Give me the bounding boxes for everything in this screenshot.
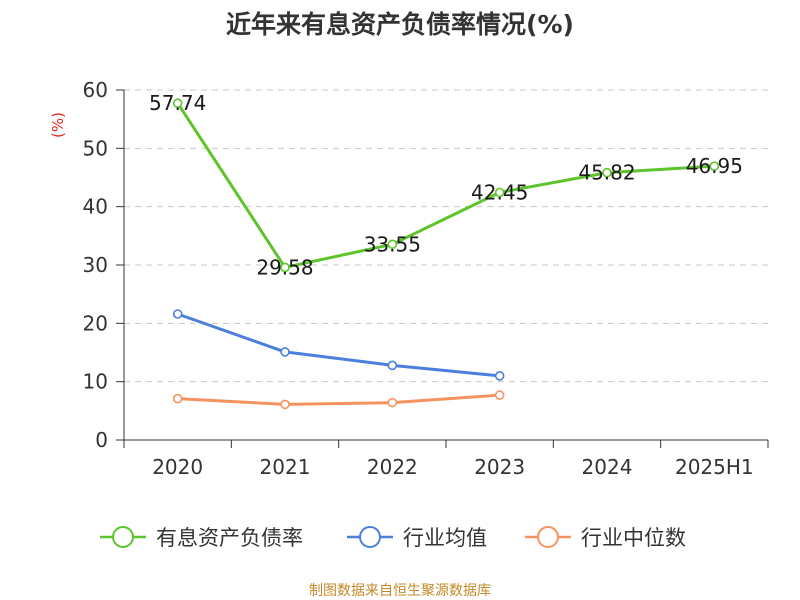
data-point [172,98,183,108]
x-tick-label: 2020 [152,455,203,479]
data-label: 45.82 [578,161,635,185]
y-tick-label: 30 [83,253,108,277]
legend-item-3: 行业中位数 [525,526,686,550]
data-point [387,360,398,371]
data-point [494,390,505,400]
series-line-2 [177,312,500,378]
data-label: 42.45 [471,180,528,204]
data-point [387,239,398,250]
legend-label: 行业均值 [403,526,487,550]
data-point [494,371,505,381]
series-line-3 [177,393,500,406]
chart-title: 近年来有息资产负债率情况(%) [226,10,574,39]
source-note: 制图数据来自恒生聚源数据库 [309,583,491,599]
y-tick-label: 10 [83,370,108,394]
y-tick-label: 20 [83,311,108,335]
data-point [387,397,398,408]
data-point [280,347,290,357]
data-point [172,393,183,404]
data-label: 29.58 [256,255,313,279]
data-point [494,187,505,198]
data-labels: 57.74 29.58 33.55 42.45 45.82 46.95 [149,91,743,279]
legend-marker [359,526,381,548]
x-tick-label: 2021 [260,455,311,479]
data-label: 57.74 [149,91,206,115]
x-tick-label: 2025H1 [675,455,754,479]
legend-label: 行业中位数 [581,526,686,550]
legend-marker [112,526,134,548]
data-point [709,161,720,171]
y-tick-label: 50 [83,136,108,160]
data-point [172,309,183,319]
axes: 0 10 20 30 40 50 60 2020 2021 2022 2023 2024 2025H1 [83,78,769,479]
x-tick-label: 2022 [367,455,418,479]
legend: 有息资产负债率 行业均值 行业中位数 [100,526,686,550]
series-line-1 [176,102,715,269]
x-tick-label: 2024 [582,455,633,479]
data-label: 33.55 [364,232,421,256]
data-point [280,399,290,410]
y-tick-label: 0 [95,428,108,452]
data-point [280,262,290,273]
series-lines [172,98,720,410]
legend-marker [537,526,559,548]
y-axis-unit-label: (%) [49,112,67,138]
y-tick-label: 60 [83,78,108,102]
grid-lines [124,89,768,383]
data-label: 46.95 [686,154,743,178]
y-tick-label: 40 [83,195,108,219]
legend-item-1: 有息资产负债率 [100,526,303,550]
x-tick-label: 2023 [474,455,525,479]
data-point [602,167,612,178]
legend-item-2: 行业均值 [347,526,487,550]
legend-label: 有息资产负债率 [156,526,303,550]
